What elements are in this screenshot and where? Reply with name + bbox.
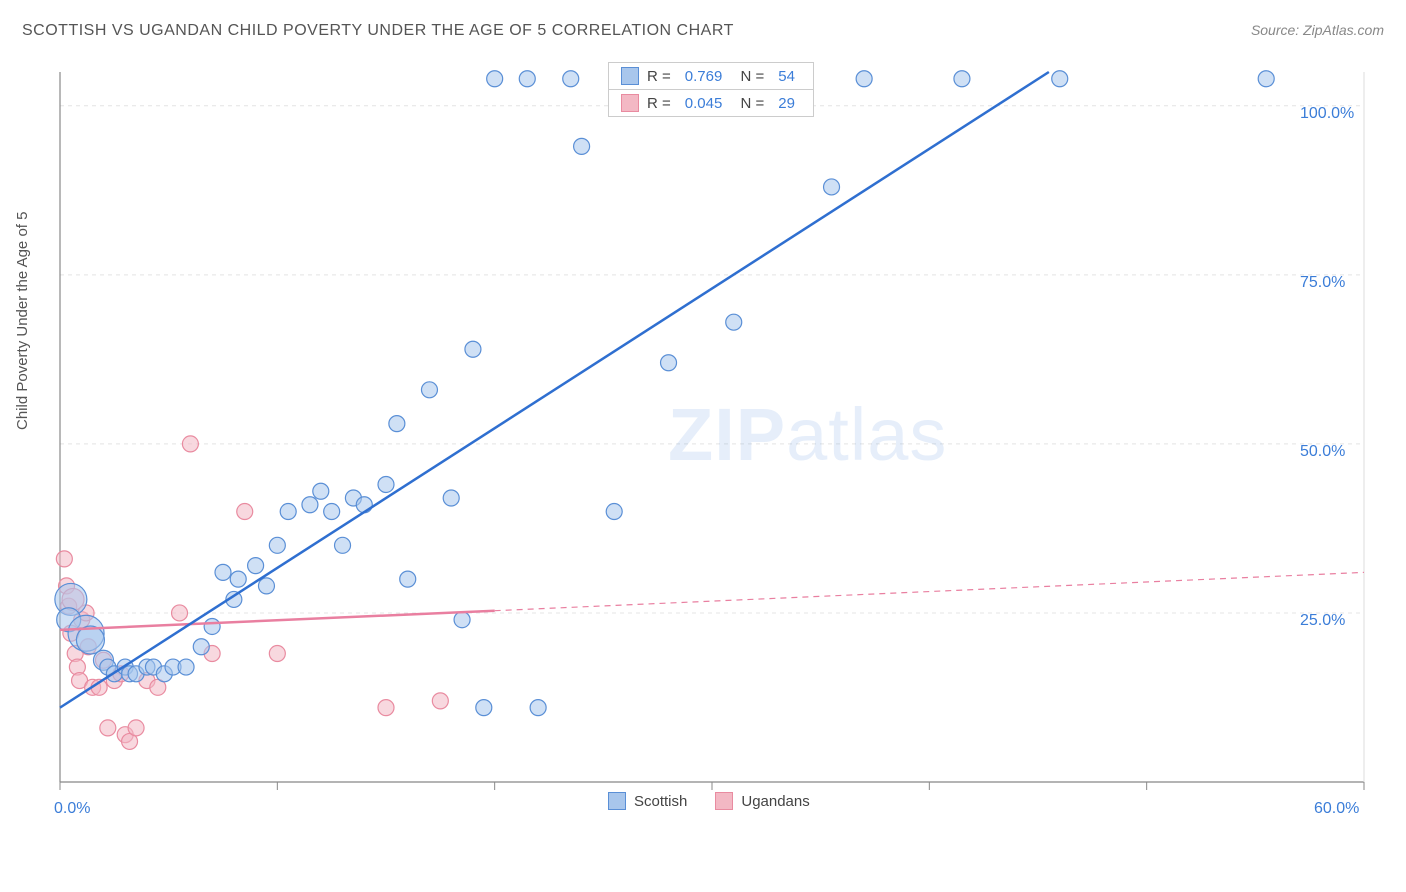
stat-n-scottish: 54 <box>778 68 795 85</box>
chart-container: ZIPatlas R = 0.769 N = 54 R = 0.045 N = … <box>48 62 1378 822</box>
axis-tick-label: 0.0% <box>54 800 90 818</box>
chart-title: SCOTTISH VS UGANDAN CHILD POVERTY UNDER … <box>22 22 734 40</box>
legend-item-scottish: Scottish <box>608 792 687 810</box>
legend-label-scottish: Scottish <box>634 793 687 810</box>
axis-tick-label: 75.0% <box>1300 274 1345 292</box>
swatch-ugandans <box>621 94 639 112</box>
swatch-scottish <box>608 792 626 810</box>
source-attribution: Source: ZipAtlas.com <box>1251 22 1384 38</box>
axis-tick-label: 50.0% <box>1300 443 1345 461</box>
axis-tick-label: 25.0% <box>1300 612 1345 630</box>
swatch-scottish <box>621 67 639 85</box>
watermark: ZIPatlas <box>668 392 947 477</box>
axis-tick-label: 60.0% <box>1314 800 1359 818</box>
stat-r-scottish: 0.769 <box>685 68 723 85</box>
legend-item-ugandans: Ugandans <box>715 792 809 810</box>
stat-n-ugandans: 29 <box>778 95 795 112</box>
stats-legend: R = 0.769 N = 54 R = 0.045 N = 29 <box>608 62 814 117</box>
y-axis-label: Child Poverty Under the Age of 5 <box>14 212 31 430</box>
stat-n-label: N = <box>736 95 764 112</box>
legend-label-ugandans: Ugandans <box>741 793 809 810</box>
swatch-ugandans <box>715 792 733 810</box>
stat-r-label: R = <box>647 68 671 85</box>
stat-r-label: R = <box>647 95 671 112</box>
stat-r-ugandans: 0.045 <box>685 95 723 112</box>
stats-row-ugandans: R = 0.045 N = 29 <box>609 90 813 116</box>
stats-row-scottish: R = 0.769 N = 54 <box>609 63 813 90</box>
axis-tick-label: 100.0% <box>1300 105 1354 123</box>
series-legend: Scottish Ugandans <box>608 792 810 810</box>
stat-n-label: N = <box>736 68 764 85</box>
